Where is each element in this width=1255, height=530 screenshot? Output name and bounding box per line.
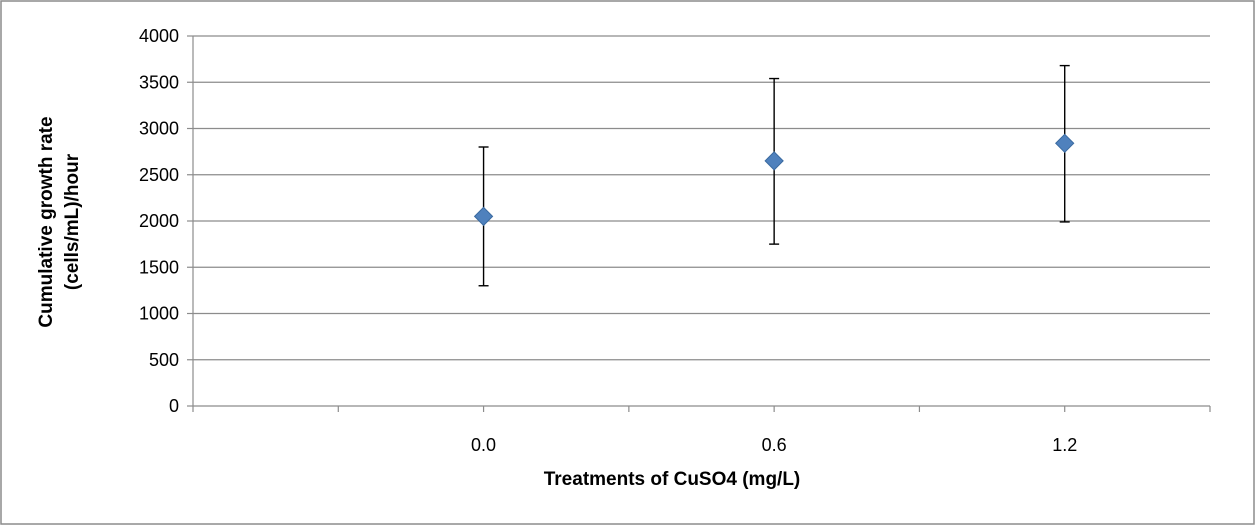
axes: [187, 35, 1211, 412]
y-tick-labels: 0 500 1000 1500 2000 2500 3000 3500 4000: [139, 26, 179, 416]
x-tick-label: 1.2: [1052, 435, 1077, 455]
x-tick-label: 0.0: [471, 435, 496, 455]
y-axis-title: Cumulative growth rate (cells/mL)/hour: [36, 116, 83, 327]
gridlines: [193, 35, 1210, 361]
y-tick-label: 3500: [139, 72, 179, 92]
x-tick-label: 0.6: [762, 435, 787, 455]
data-points: [473, 133, 1075, 227]
data-point: [764, 151, 784, 171]
y-tick-label: 2500: [139, 165, 179, 185]
y-tick-label: 1000: [139, 304, 179, 324]
y-tick-label: 3000: [139, 119, 179, 139]
y-tick-label: 1500: [139, 257, 179, 277]
y-tick-label: 0: [169, 396, 179, 416]
x-tick-labels: 0.0 0.6 1.2: [471, 435, 1077, 455]
data-point: [1055, 133, 1075, 154]
x-axis-title: Treatments of CuSO4 (mg/L): [544, 469, 801, 490]
y-tick-label: 500: [149, 350, 179, 370]
data-point: [473, 206, 494, 227]
y-tick-label: 2000: [139, 211, 179, 231]
y-axis-title-line-1: Cumulative growth rate: [36, 116, 57, 327]
y-axis-title-line-2: (cells/mL)/hour: [62, 153, 83, 290]
y-tick-label: 4000: [139, 26, 179, 46]
